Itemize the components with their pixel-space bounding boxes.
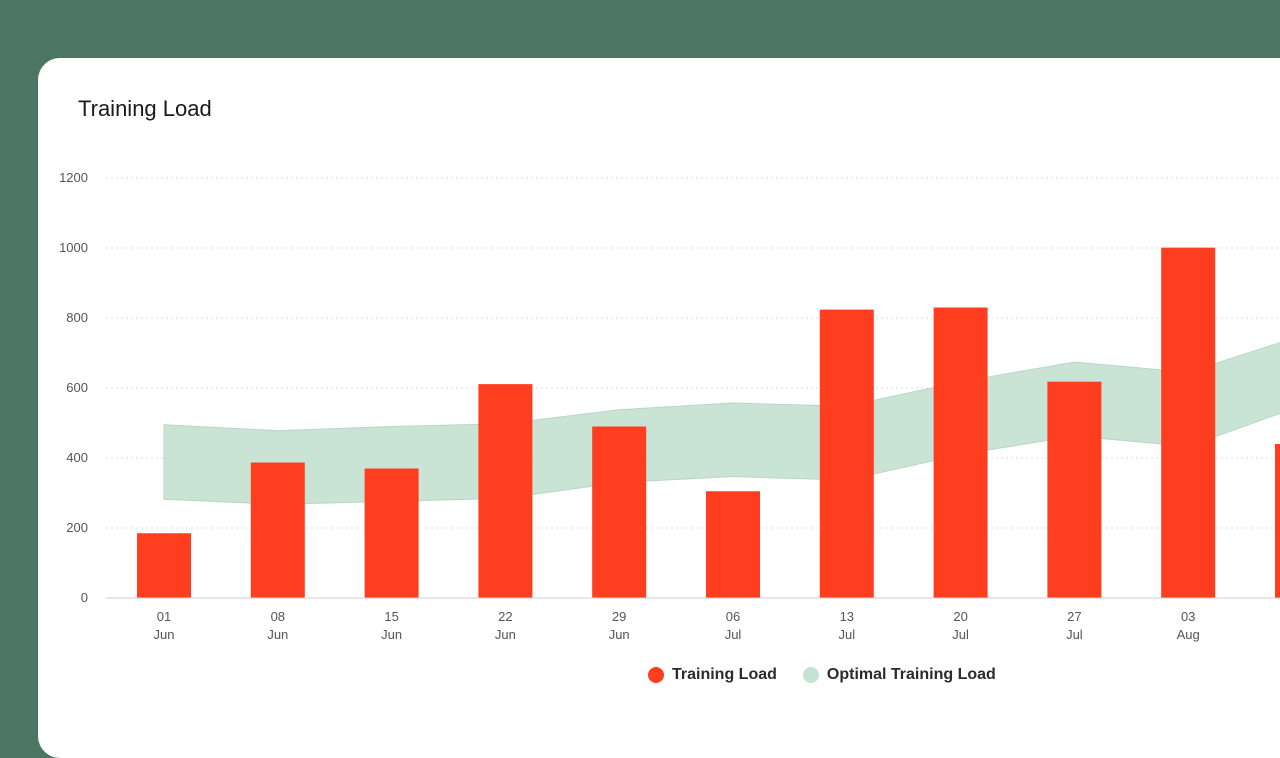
- x-tick-label-day-9: 03: [1181, 609, 1195, 624]
- y-tick-label-200: 200: [66, 520, 88, 535]
- y-tick-label-400: 400: [66, 450, 88, 465]
- x-tick-label-day-7: 20: [953, 609, 967, 624]
- bar-training-load-10: [1275, 444, 1280, 598]
- x-tick-label-day-1: 08: [271, 609, 285, 624]
- legend-item-training-load[interactable]: Training Load: [648, 666, 777, 684]
- x-tick-label-day-3: 22: [498, 609, 512, 624]
- y-tick-label-600: 600: [66, 380, 88, 395]
- optimal-band-layer: [163, 342, 1280, 505]
- bar-training-load-7: [933, 307, 988, 598]
- x-tick-label-month-7: Jul: [952, 627, 969, 642]
- bar-training-load-4: [592, 426, 647, 598]
- x-tick-label-month-6: Jul: [838, 627, 855, 642]
- x-tick-label-day-5: 06: [726, 609, 740, 624]
- bar-training-load-8: [1047, 381, 1102, 598]
- x-tick-label-day-6: 13: [840, 609, 854, 624]
- bar-training-load-3: [478, 384, 533, 598]
- x-tick-label-day-0: 01: [157, 609, 171, 624]
- chart-title: Training Load: [78, 96, 212, 121]
- legend-label-optimal-training-load: Optimal Training Load: [826, 666, 996, 683]
- legend-item-optimal-training-load[interactable]: Optimal Training Load: [802, 666, 996, 684]
- x-tick-label-month-4: Jun: [609, 627, 630, 642]
- bar-training-load-2: [364, 468, 419, 598]
- training-load-chart: 0 200 400 600 800 1000 1200 01 Jun 08 Jun 15 Jun 22 Ju…: [59, 170, 1280, 642]
- y-tick-label-1000: 1000: [59, 240, 88, 255]
- x-tick-label-month-0: Jun: [154, 627, 175, 642]
- x-tick-label-month-9: Aug: [1177, 627, 1200, 642]
- legend-label-training-load: Training Load: [672, 666, 777, 683]
- x-tick-label-month-3: Jun: [495, 627, 516, 642]
- x-tick-label-month-1: Jun: [267, 627, 288, 642]
- x-tick-label-month-8: Jul: [1066, 627, 1083, 642]
- optimal-training-load-band: [163, 342, 1280, 505]
- x-tick-label-month-5: Jul: [725, 627, 742, 642]
- y-tick-label-800: 800: [66, 310, 88, 325]
- legend-swatch-training-load: [648, 667, 664, 683]
- bar-layer: [137, 247, 1280, 598]
- legend-swatch-optimal-training-load: [802, 667, 819, 683]
- chart-card: Training Load 0 200 400 600 800 1000 1200 01 Jun…: [38, 58, 1280, 758]
- x-tick-label-month-2: Jun: [381, 627, 402, 642]
- bar-training-load-6: [819, 309, 874, 598]
- y-tick-label-1200: 1200: [59, 170, 88, 185]
- legend: Training Load Optimal Training Load: [648, 666, 1022, 684]
- bar-training-load-1: [250, 462, 305, 598]
- y-tick-label-0: 0: [81, 590, 88, 605]
- bar-training-load-5: [706, 491, 760, 598]
- x-tick-label-day-2: 15: [384, 609, 398, 624]
- bar-training-load-9: [1161, 247, 1216, 598]
- bar-training-load-0: [137, 533, 191, 598]
- x-tick-label-day-4: 29: [612, 609, 626, 624]
- x-tick-label-day-8: 27: [1067, 609, 1081, 624]
- axis-layer: 0 200 400 600 800 1000 1200 01 Jun 08 Jun 15 Jun 22 Ju…: [59, 170, 1280, 642]
